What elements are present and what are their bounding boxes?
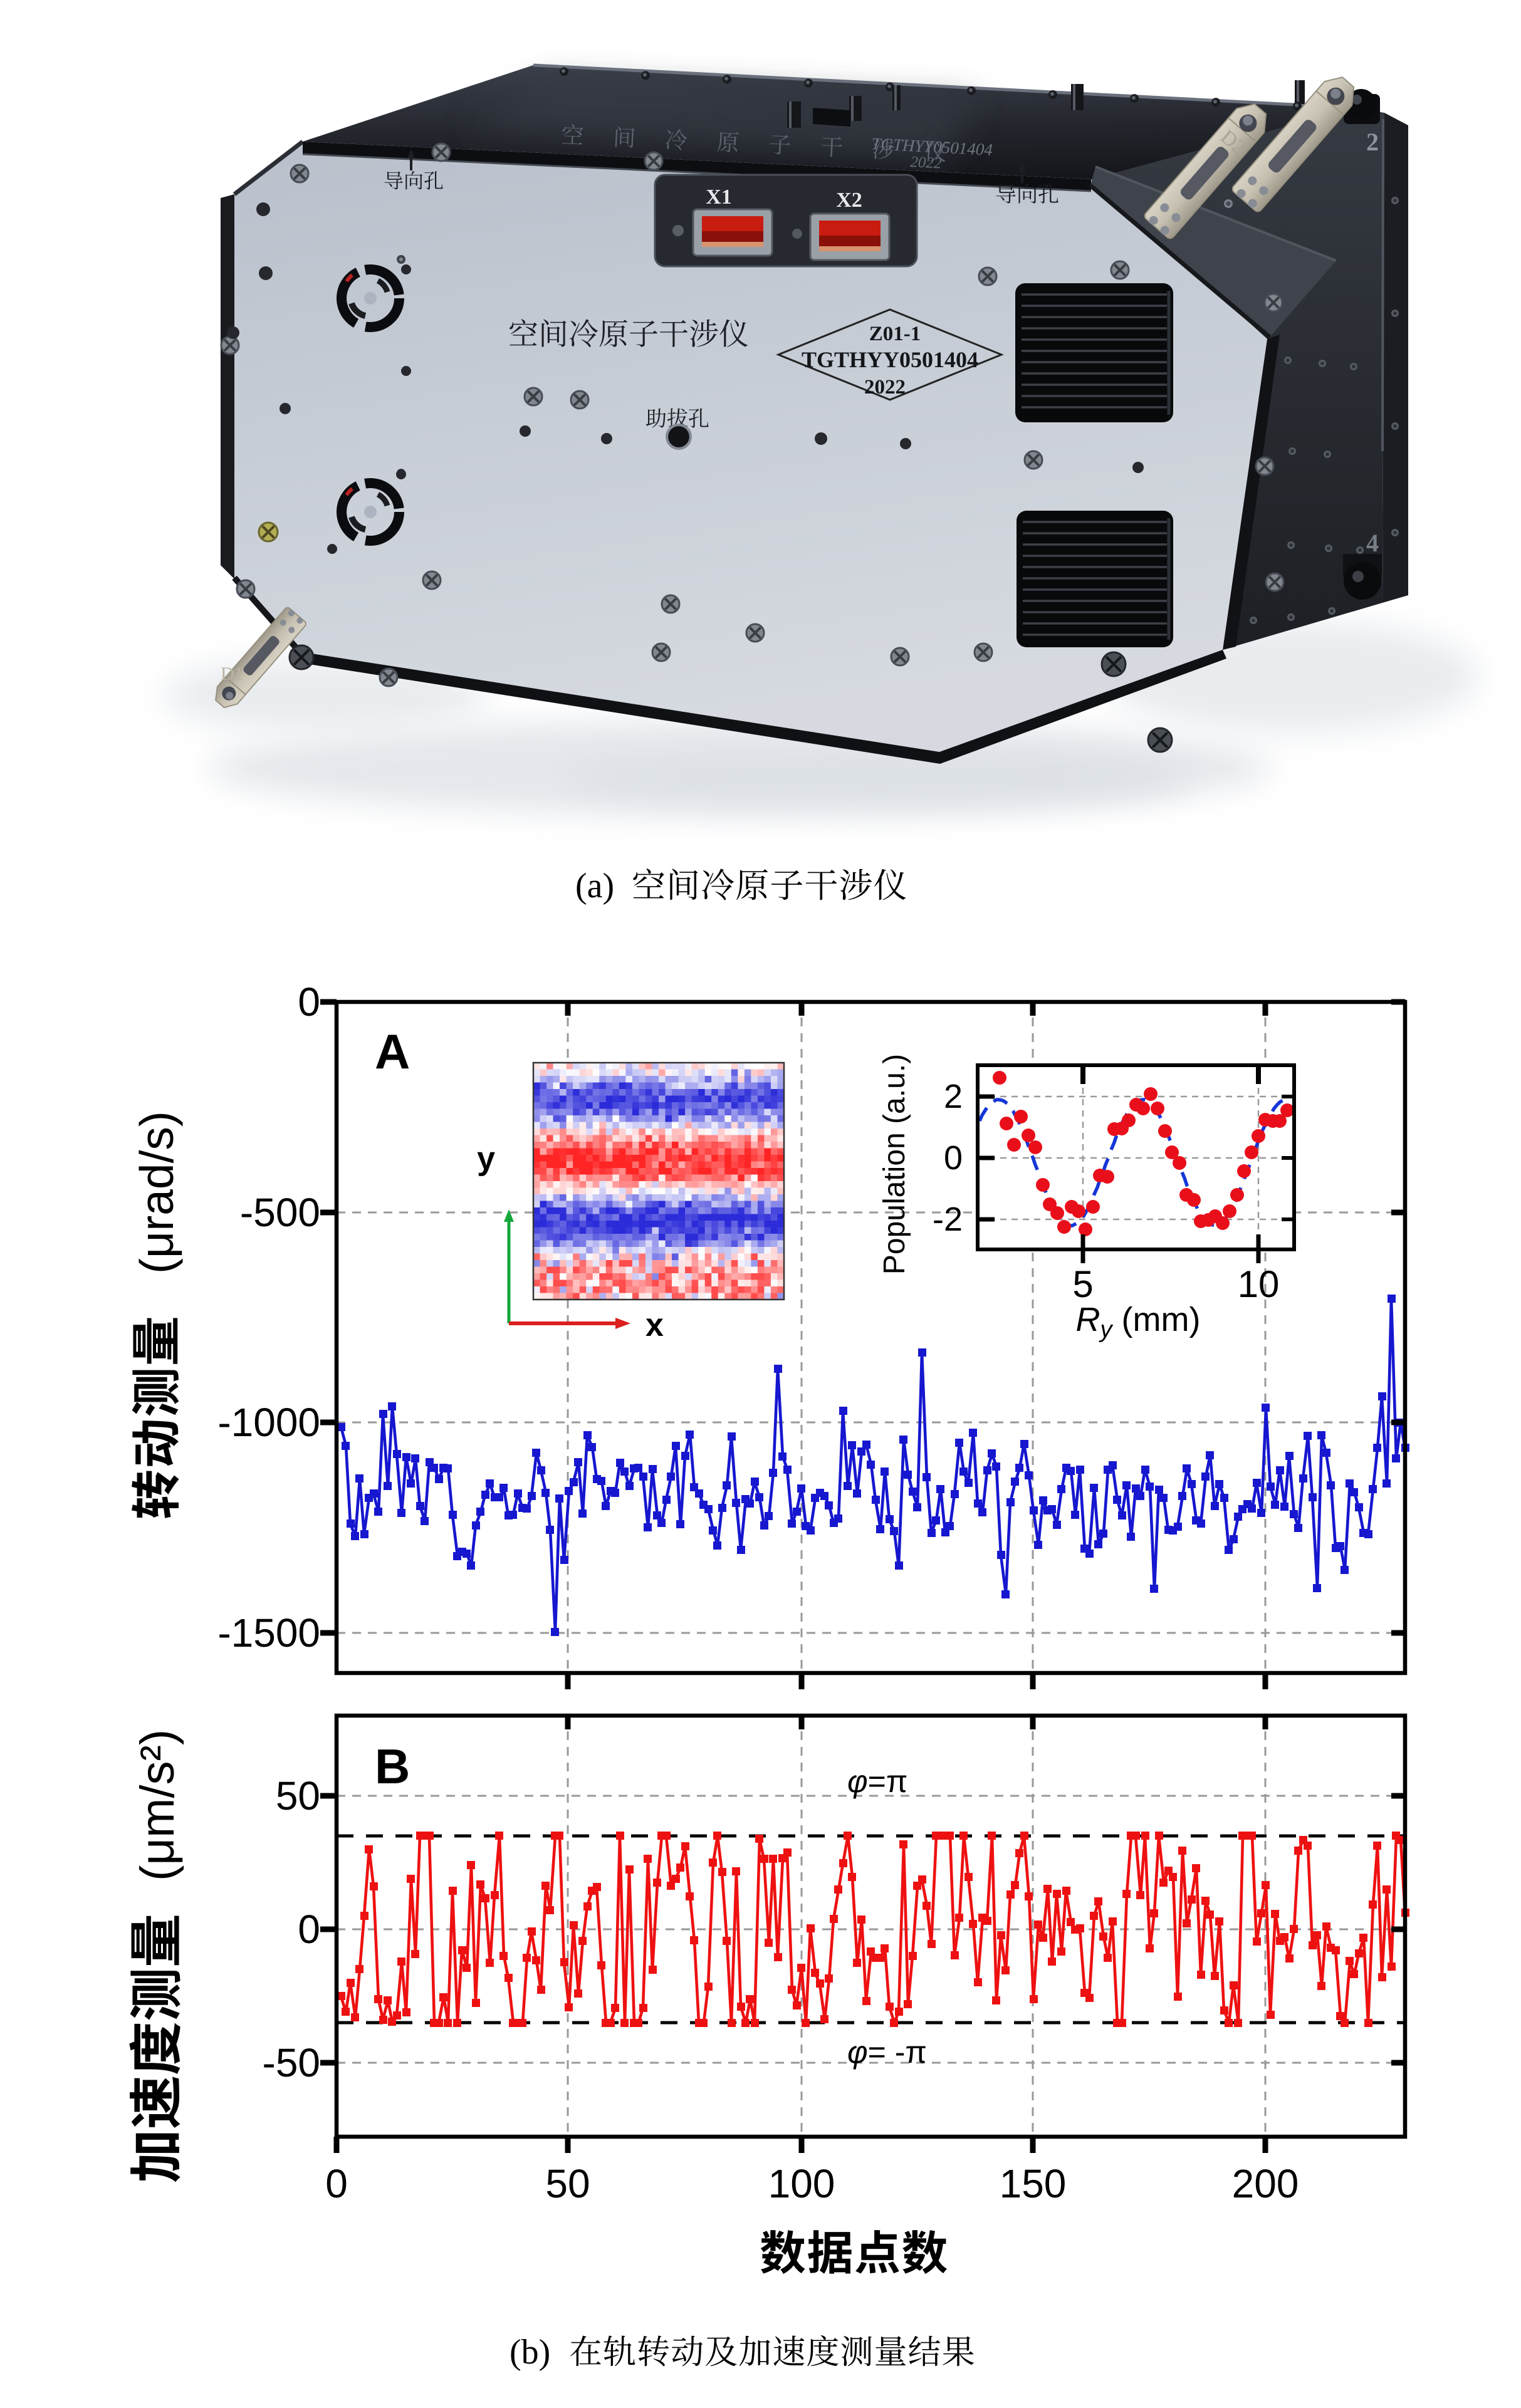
svg-text:Population (a.u.): Population (a.u.)	[878, 1054, 911, 1274]
svg-text:φ=π: φ=π	[847, 1764, 907, 1799]
svg-text:-1000: -1000	[217, 1400, 320, 1445]
svg-text:TGTHYY0501404: TGTHYY0501404	[802, 347, 978, 372]
svg-text:-500: -500	[240, 1190, 320, 1235]
svg-text:B: B	[375, 1739, 410, 1794]
svg-text:y: y	[477, 1140, 495, 1177]
svg-text:200: 200	[1232, 2161, 1299, 2206]
svg-text:2022: 2022	[910, 154, 942, 172]
svg-text:0: 0	[298, 979, 320, 1024]
svg-text:(b): (b)	[510, 2333, 550, 2372]
svg-text:Ry (mm): Ry (mm)	[1076, 1301, 1201, 1343]
svg-text:2022: 2022	[864, 376, 906, 399]
svg-text:A: A	[375, 1024, 410, 1079]
svg-text:0: 0	[298, 1907, 320, 1952]
svg-text:(μrad/s): (μrad/s)	[130, 1111, 183, 1274]
svg-text:50: 50	[276, 1773, 320, 1818]
svg-text:2: 2	[1366, 128, 1379, 156]
svg-text:(μm/s²): (μm/s²)	[131, 1729, 184, 1881]
svg-text:X2: X2	[836, 189, 862, 212]
svg-text:5: 5	[1072, 1263, 1093, 1305]
svg-text:2: 2	[944, 1078, 963, 1115]
svg-text:4: 4	[1366, 529, 1379, 557]
svg-text:0: 0	[944, 1139, 963, 1177]
svg-text:-1500: -1500	[217, 1610, 320, 1655]
svg-text:0: 0	[325, 2161, 348, 2206]
svg-text:x: x	[646, 1307, 664, 1343]
svg-text:50: 50	[545, 2161, 590, 2206]
svg-text:(a): (a)	[575, 867, 614, 905]
svg-text:150: 150	[1000, 2161, 1067, 2206]
svg-text:Z01-1: Z01-1	[869, 323, 921, 345]
svg-text:X1: X1	[706, 185, 732, 209]
svg-text:-2: -2	[933, 1201, 963, 1238]
svg-text:10: 10	[1238, 1263, 1280, 1305]
svg-text:100: 100	[768, 2161, 835, 2206]
svg-text:-50: -50	[263, 2040, 321, 2085]
svg-text:D1: D1	[221, 664, 244, 684]
svg-text:φ= -π: φ= -π	[847, 2035, 927, 2070]
